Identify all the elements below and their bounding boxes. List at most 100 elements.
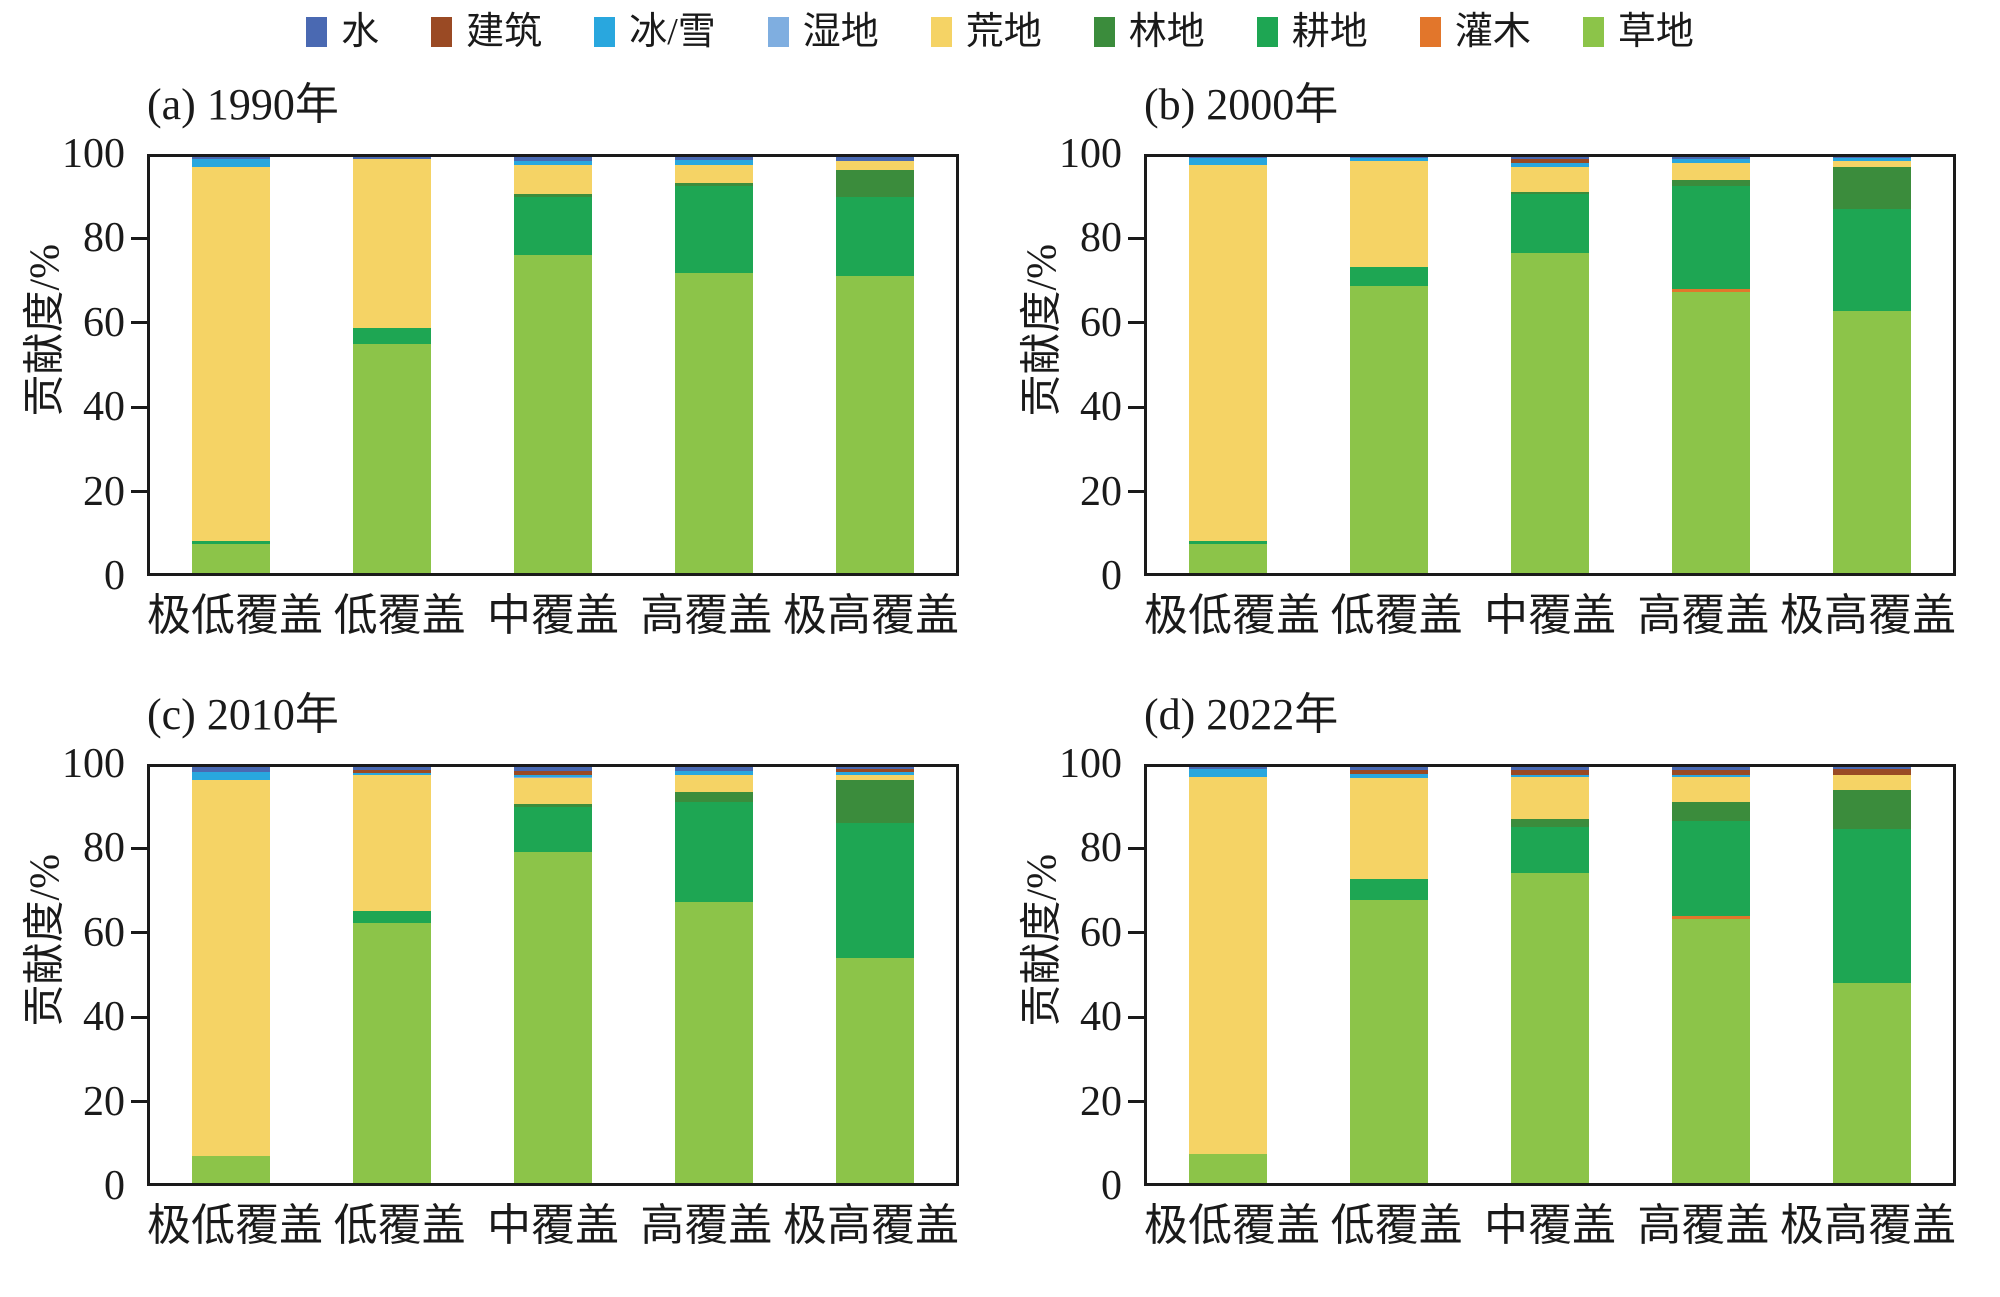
bar-segment-水 <box>1349 767 1428 770</box>
bar-segment-荒地 <box>1833 161 1912 168</box>
y-axis-tick <box>1128 490 1144 494</box>
y-tick-label: 80 <box>1080 215 1122 262</box>
bar-segment-冰/雪 <box>1672 159 1751 164</box>
bar-segment-林地 <box>836 779 915 824</box>
bar-segment-冰/雪 <box>1349 774 1428 779</box>
x-tick-label: 中覆盖 <box>1483 1201 1616 1250</box>
bar-segment-林地 <box>1833 167 1912 210</box>
x-tick-label: 中覆盖 <box>486 591 619 640</box>
bar-segment-草地 <box>1349 285 1428 573</box>
x-tick-label: 极低覆盖 <box>147 591 323 640</box>
y-axis-tick <box>1128 405 1144 409</box>
y-tick-label: 100 <box>62 131 125 177</box>
x-tick-label: 极高覆盖 <box>1779 1201 1956 1250</box>
bar-segment-灌木 <box>1672 915 1751 919</box>
bar-segment-冰/雪 <box>191 159 270 168</box>
bar-segment-建筑 <box>836 769 915 773</box>
y-axis-tick <box>131 931 147 935</box>
x-axis-labels: 极低覆盖 低覆盖 中覆盖 高覆盖 极高覆盖 <box>147 594 959 638</box>
y-tick-label: 100 <box>1059 741 1122 787</box>
legend-item: 荒地 <box>930 13 1042 51</box>
bar-segment-荒地 <box>1833 775 1912 790</box>
chart-title: (b) 2000年 <box>1144 80 1339 129</box>
bar-segment-建筑 <box>1349 769 1428 775</box>
stacked-bar-低覆盖 <box>1349 767 1428 1183</box>
bar-segment-林地 <box>1672 802 1751 822</box>
y-axis-tick <box>131 1100 147 1104</box>
stacked-bar-极低覆盖 <box>1188 767 1267 1183</box>
bar-segment-冰/雪 <box>191 772 270 780</box>
bar-segment-水 <box>1349 157 1428 159</box>
x-tick-label: 极高覆盖 <box>782 591 959 640</box>
legend-label: 湿地 <box>802 11 879 53</box>
bar-segment-荒地 <box>191 779 270 1156</box>
y-tick-label: 20 <box>83 468 125 515</box>
y-axis-tick <box>131 405 147 409</box>
bar-segment-荒地 <box>1188 165 1267 541</box>
legend-swatch-icon <box>431 17 453 47</box>
legend-item: 水 <box>306 13 379 51</box>
bar-segment-荒地 <box>675 775 754 792</box>
chart-legend: 水 建筑 冰/雪 湿地 荒地 林地 耕地 灌木 草地 <box>0 0 2000 64</box>
bar-segment-荒地 <box>675 165 754 184</box>
bar-segment-耕地 <box>836 823 915 959</box>
legend-swatch-icon <box>306 17 328 47</box>
legend-swatch-icon <box>594 17 616 47</box>
bar-segment-耕地 <box>675 802 754 903</box>
legend-label: 草地 <box>1617 11 1694 53</box>
bar-segment-耕地 <box>1833 829 1912 984</box>
bar-segment-冰/雪 <box>1672 774 1751 778</box>
bar-segment-建筑 <box>1833 769 1912 776</box>
x-tick-label: 高覆盖 <box>640 591 773 640</box>
x-tick-label: 高覆盖 <box>640 1201 773 1250</box>
bar-segment-耕地 <box>1510 827 1589 874</box>
bar-segment-草地 <box>191 543 270 573</box>
bar-segment-冰/雪 <box>1188 158 1267 166</box>
legend-item: 草地 <box>1582 11 1694 53</box>
stacked-bar-中覆盖 <box>1510 157 1589 573</box>
stacked-bar-中覆盖 <box>1510 767 1589 1183</box>
bar-segment-耕地 <box>1188 540 1267 544</box>
bar-segment-耕地 <box>1672 821 1751 916</box>
bar-segment-耕地 <box>1510 194 1589 253</box>
y-tick-label: 0 <box>1101 1163 1122 1209</box>
legend-swatch-icon <box>930 17 952 47</box>
bar-segment-耕地 <box>513 806 592 853</box>
bar-segment-耕地 <box>352 910 431 923</box>
bar-segment-林地 <box>1672 179 1751 187</box>
bar-segment-荒地 <box>352 159 431 328</box>
bar-segment-水 <box>1672 767 1751 771</box>
bar-segment-林地 <box>675 791 754 803</box>
legend-swatch-icon <box>1256 17 1278 47</box>
stacked-bar-低覆盖 <box>1349 157 1428 573</box>
legend-label: 建筑 <box>466 11 543 53</box>
bar-segment-水 <box>836 767 915 770</box>
bar-segment-耕地 <box>1349 879 1428 901</box>
y-tick-label: 40 <box>1080 384 1122 431</box>
stacked-bar-中覆盖 <box>513 767 592 1183</box>
x-tick-label: 低覆盖 <box>1330 591 1463 640</box>
bar-segment-草地 <box>1510 252 1589 573</box>
x-axis-labels: 极低覆盖 低覆盖 中覆盖 高覆盖 极高覆盖 <box>1144 594 1956 638</box>
y-axis-tick <box>1128 1100 1144 1104</box>
bar-segment-荒地 <box>1672 777 1751 803</box>
x-tick-label: 极高覆盖 <box>782 1201 959 1250</box>
y-tick-label: 60 <box>1080 909 1122 956</box>
bar-segment-水 <box>836 157 915 162</box>
bar-segment-水 <box>191 767 270 773</box>
bar-segment-荒地 <box>1510 166 1589 192</box>
bar-segment-灌木 <box>1672 289 1751 293</box>
y-tick-label: 40 <box>83 384 125 431</box>
y-axis-tick <box>131 846 147 850</box>
bar-segment-水 <box>352 767 431 770</box>
bar-segment-水 <box>1188 767 1267 770</box>
bar-segment-冰/雪 <box>1510 163 1589 167</box>
bar-segment-草地 <box>1510 873 1589 1183</box>
bar-segment-耕地 <box>1833 209 1912 311</box>
bar-segment-草地 <box>675 902 754 1183</box>
plot-area <box>147 764 959 1186</box>
bar-segment-草地 <box>1833 983 1912 1183</box>
stacked-bar-极高覆盖 <box>1833 157 1912 573</box>
bar-segment-林地 <box>675 183 754 187</box>
bar-segment-耕地 <box>675 186 754 274</box>
